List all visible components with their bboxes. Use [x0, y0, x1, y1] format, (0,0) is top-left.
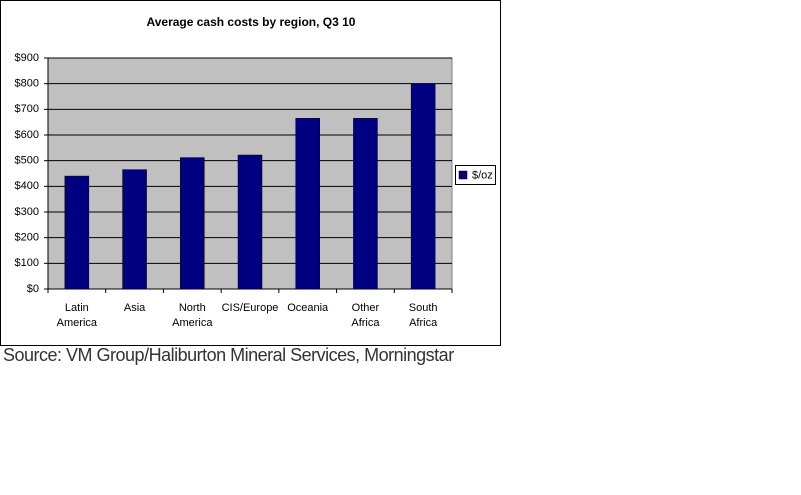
source-note: Source: VM Group/Haliburton Mineral Serv…: [3, 345, 454, 365]
x-tick-label: Other Africa: [351, 302, 380, 329]
y-tick-label: $800: [15, 78, 39, 90]
y-tick-label: $200: [15, 232, 39, 244]
bar: [237, 154, 263, 290]
x-tick-label: Oceania: [287, 302, 329, 314]
y-tick-label: $300: [15, 206, 39, 218]
x-tick-label: North America: [172, 302, 213, 329]
bar: [122, 169, 147, 290]
chart-title: Average cash costs by region, Q3 10: [147, 15, 356, 29]
bar: [410, 83, 436, 290]
bar: [64, 175, 90, 290]
y-tick-label: $700: [15, 103, 39, 115]
legend-box: [455, 165, 496, 185]
legend-label: $/oz: [472, 169, 493, 181]
x-tick-label: South Africa: [408, 302, 438, 329]
x-tick-label: CIS/Europe: [221, 302, 279, 314]
bar: [180, 157, 205, 290]
y-tick-label: $0: [27, 283, 39, 295]
bar: [353, 118, 378, 290]
y-tick-label: $600: [15, 129, 39, 141]
y-tick-label: $500: [15, 155, 39, 167]
y-tick-label: $400: [15, 180, 39, 192]
legend-swatch: [458, 170, 468, 180]
x-tick-label: Asia: [123, 302, 146, 314]
bar: [295, 118, 320, 290]
x-tick-label: Latin America: [56, 302, 98, 329]
y-tick-label: $900: [15, 52, 39, 64]
y-tick-label: $100: [15, 257, 39, 269]
